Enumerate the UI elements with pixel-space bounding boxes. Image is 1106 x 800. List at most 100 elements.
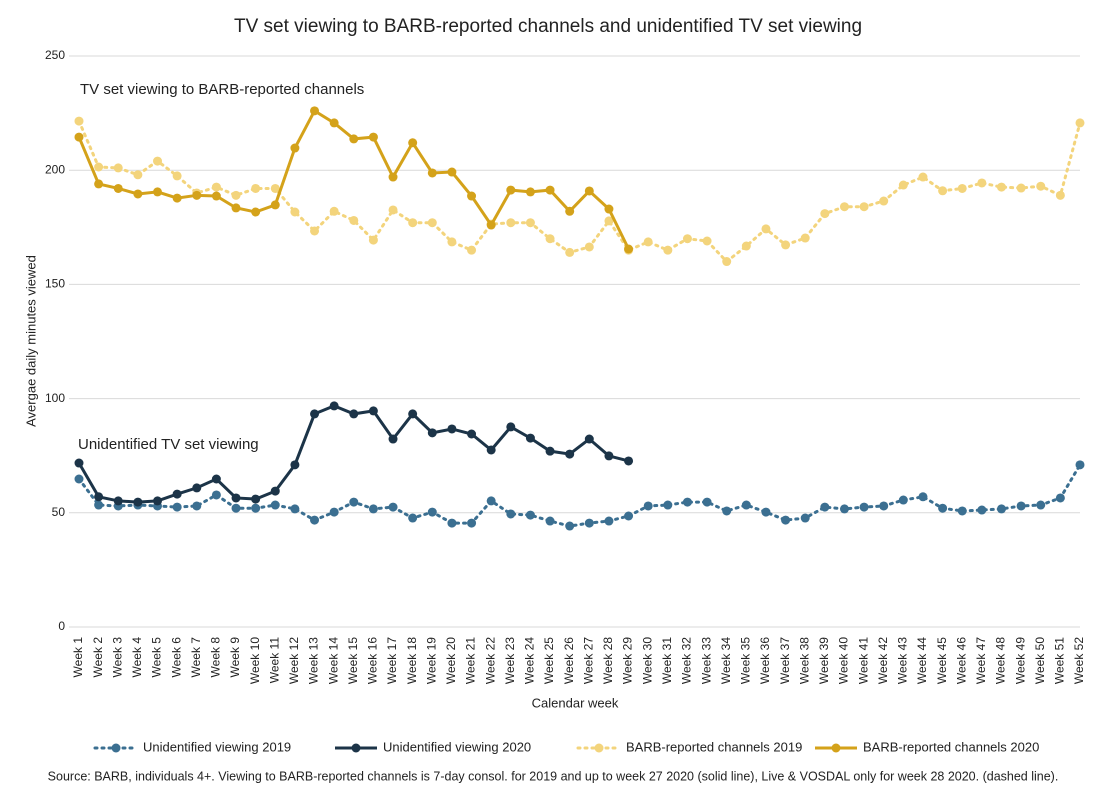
- data-point: [604, 451, 614, 461]
- data-point: [349, 134, 359, 144]
- x-tick-label: Week 4: [130, 637, 144, 678]
- data-point: [879, 501, 889, 511]
- data-point: [231, 203, 241, 213]
- data-point: [388, 502, 398, 512]
- x-tick-label: Week 41: [856, 637, 870, 684]
- data-point: [94, 179, 104, 189]
- data-point: [94, 500, 104, 510]
- y-tick-label: 150: [45, 277, 65, 291]
- data-point: [486, 445, 496, 455]
- data-point: [349, 215, 359, 225]
- legend-marker: [351, 743, 361, 753]
- data-point: [957, 183, 967, 193]
- data-point: [1036, 181, 1046, 191]
- data-point: [663, 500, 673, 510]
- data-point: [329, 507, 339, 517]
- data-point: [565, 206, 575, 216]
- data-point: [74, 132, 84, 142]
- data-point: [624, 244, 634, 254]
- x-tick-label: Week 9: [228, 637, 242, 678]
- data-point: [94, 492, 104, 502]
- data-point: [467, 191, 477, 201]
- data-point: [172, 193, 182, 203]
- x-tick-label: Week 20: [444, 637, 458, 684]
- x-tick-label: Week 28: [601, 637, 615, 684]
- data-point: [74, 474, 84, 484]
- data-point: [211, 182, 221, 192]
- x-tick-label: Week 21: [464, 637, 478, 684]
- y-tick-label: 0: [58, 619, 65, 633]
- data-point: [486, 220, 496, 230]
- data-point: [545, 185, 555, 195]
- x-axis-label: Calendar week: [532, 695, 619, 710]
- legend-label: Unidentified viewing 2019: [143, 739, 291, 754]
- data-point: [290, 460, 300, 470]
- x-tick-label: Week 27: [581, 637, 595, 684]
- data-point: [996, 504, 1006, 514]
- data-point: [977, 178, 987, 188]
- data-point: [839, 202, 849, 212]
- data-point: [349, 409, 359, 419]
- data-point: [839, 504, 849, 514]
- data-point: [133, 170, 143, 180]
- data-point: [310, 226, 320, 236]
- data-point: [1075, 460, 1085, 470]
- x-tick-label: Week 50: [1033, 637, 1047, 684]
- data-point: [898, 495, 908, 505]
- data-point: [231, 503, 241, 513]
- data-point: [1016, 501, 1026, 511]
- data-point: [211, 490, 221, 500]
- data-point: [368, 235, 378, 245]
- x-tick-label: Week 47: [974, 637, 988, 684]
- data-point: [211, 474, 221, 484]
- data-point: [270, 486, 280, 496]
- data-point: [447, 167, 457, 177]
- y-tick-label: 200: [45, 162, 65, 176]
- legend-marker: [594, 743, 604, 753]
- data-point: [427, 168, 437, 178]
- x-tick-label: Week 26: [562, 637, 576, 684]
- data-point: [408, 138, 418, 148]
- data-point: [702, 236, 712, 246]
- data-point: [1036, 500, 1046, 510]
- data-point: [938, 186, 948, 196]
- x-tick-label: Week 25: [542, 637, 556, 684]
- x-tick-label: Week 46: [954, 637, 968, 684]
- legend-label: BARB-reported channels 2020: [863, 739, 1039, 754]
- data-point: [506, 218, 516, 228]
- data-point: [604, 204, 614, 214]
- data-point: [898, 180, 908, 190]
- data-point: [820, 209, 830, 219]
- y-tick-label: 250: [45, 48, 65, 62]
- data-point: [310, 515, 320, 525]
- data-point: [192, 190, 202, 200]
- data-point: [427, 428, 437, 438]
- series-line: [77, 404, 629, 504]
- x-tick-label: Week 6: [169, 637, 183, 678]
- series-line: [77, 119, 1082, 264]
- x-tick-label: Week 35: [739, 637, 753, 684]
- data-point: [113, 496, 123, 506]
- data-point: [525, 187, 535, 197]
- x-tick-label: Week 11: [267, 637, 281, 684]
- data-point: [604, 216, 614, 226]
- data-point: [329, 206, 339, 216]
- data-point: [153, 156, 163, 166]
- x-tick-label: Week 39: [817, 637, 831, 684]
- x-tick-label: Week 19: [424, 637, 438, 684]
- data-point: [270, 183, 280, 193]
- data-point: [506, 185, 516, 195]
- data-point: [643, 501, 653, 511]
- x-tick-label: Week 1: [71, 637, 85, 678]
- data-point: [741, 241, 751, 251]
- data-point: [682, 497, 692, 507]
- data-point: [172, 489, 182, 499]
- data-point: [290, 207, 300, 217]
- annotation: TV set viewing to BARB-reported channels: [80, 81, 364, 98]
- data-point: [388, 172, 398, 182]
- data-point: [368, 504, 378, 514]
- data-point: [604, 516, 614, 526]
- data-point: [211, 191, 221, 201]
- data-point: [74, 116, 84, 126]
